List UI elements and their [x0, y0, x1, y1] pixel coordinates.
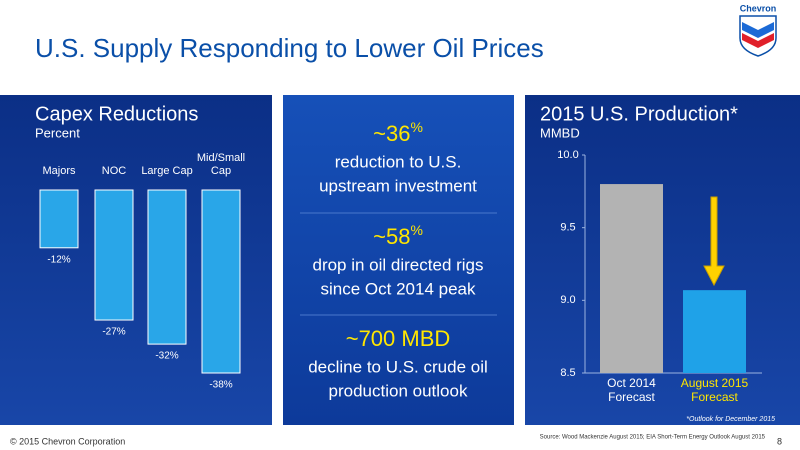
bar	[147, 189, 187, 345]
bar	[201, 189, 241, 374]
chart-title: 2015 U.S. Production*	[540, 103, 738, 125]
source: Source: Wood Mackenzie August 2015; EIA …	[540, 435, 766, 441]
logo-chevron	[742, 33, 774, 48]
highlight-text: since Oct 2014 peak	[321, 279, 476, 298]
y-tick-label: 10.0	[557, 149, 578, 161]
highlight-text: production outlook	[329, 381, 468, 400]
bar	[94, 189, 134, 321]
highlight-text: reduction to U.S.	[335, 152, 462, 171]
y-tick-label: 8.5	[560, 367, 575, 379]
highlight-figure: ~58%	[373, 222, 423, 249]
y-axis-label: MMBD	[540, 125, 580, 140]
x-tick-label: Large Cap	[141, 165, 193, 177]
value-label: -32%	[155, 351, 178, 362]
logo-text: Chevron	[740, 3, 777, 13]
chart-subtitle: Percent	[35, 125, 80, 140]
page-number: 8	[777, 436, 782, 446]
bar	[39, 189, 79, 249]
arrow	[703, 196, 725, 287]
slide-title: U.S. Supply Responding to Lower Oil Pric…	[35, 33, 544, 63]
copyright: © 2015 Chevron Corporation	[10, 436, 125, 446]
x-tick-label: August 2015 Forecast	[680, 376, 749, 404]
unit: %	[410, 119, 422, 135]
value-label: -12%	[47, 254, 70, 265]
x-tick-label: Oct 2014 Forecast	[607, 376, 656, 404]
unit: %	[410, 222, 422, 238]
x-tick-label: Mid/Small Cap	[196, 152, 246, 177]
highlight-text: upstream investment	[319, 176, 477, 195]
figure: ~58	[373, 224, 410, 249]
bar	[600, 184, 663, 373]
panel-middle	[283, 95, 514, 425]
value-label: -38%	[209, 380, 232, 391]
y-tick-label: 9.5	[560, 222, 575, 234]
highlight-text: drop in oil directed rigs	[312, 255, 483, 274]
highlight-figure: ~700 MBD	[346, 326, 451, 351]
figure: ~36	[373, 121, 410, 146]
highlight-figure: ~36%	[373, 119, 423, 146]
x-tick-label: Majors	[42, 165, 76, 177]
y-tick-label: 9.0	[560, 294, 575, 306]
figure: ~700 MBD	[346, 326, 451, 351]
note: *Outlook for December 2015	[686, 416, 775, 423]
chart-title: Capex Reductions	[35, 103, 198, 125]
value-label: -27%	[102, 327, 125, 338]
highlight-text: decline to U.S. crude oil	[308, 357, 488, 376]
logo: Chevron	[739, 3, 777, 57]
logo-chevron	[742, 22, 774, 38]
bar	[683, 290, 746, 373]
x-tick-label: NOC	[101, 165, 127, 177]
